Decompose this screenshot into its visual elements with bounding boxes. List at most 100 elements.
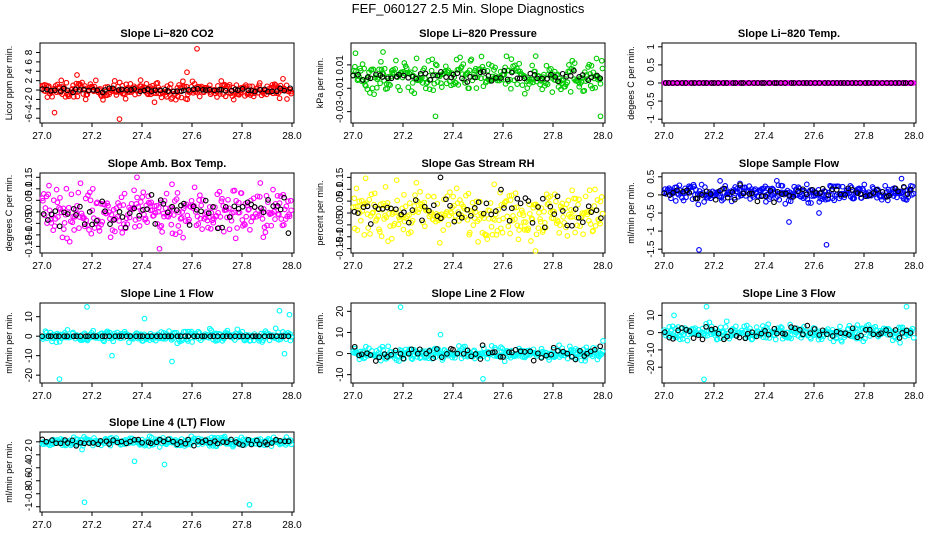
data-point [564, 233, 571, 239]
data-point [217, 214, 224, 220]
data-point [825, 192, 832, 198]
data-point [152, 210, 159, 216]
data-point [508, 205, 515, 212]
y-tick-label: 0.1 [24, 181, 35, 195]
data-point [131, 205, 138, 212]
panel-title: Slope Line 2 Flow [432, 288, 525, 300]
data-point [816, 210, 822, 216]
data-point [110, 338, 117, 345]
data-point [538, 355, 545, 361]
data-point [521, 75, 528, 82]
data-point [535, 204, 541, 210]
data-point [429, 56, 436, 63]
data-point [413, 179, 420, 186]
data-point [497, 353, 504, 360]
data-point [362, 82, 368, 88]
x-tick-label: 27.6 [182, 520, 202, 531]
data-point [754, 198, 761, 205]
plot-frame [350, 302, 606, 384]
data-point [112, 333, 119, 340]
data-point [460, 61, 467, 67]
data-point [137, 333, 143, 340]
data-point [280, 75, 286, 82]
data-point [464, 217, 471, 223]
data-point [111, 216, 117, 223]
data-point [131, 458, 138, 465]
data-point [575, 201, 581, 208]
data-point [473, 85, 480, 91]
data-point [405, 350, 412, 357]
data-point [518, 207, 525, 214]
data-point [539, 195, 546, 202]
data-point [79, 79, 85, 86]
data-point [478, 53, 485, 60]
data-point [501, 71, 508, 78]
data-point [554, 193, 561, 200]
data-point [517, 223, 524, 230]
y-tick-label: 0 [646, 329, 657, 335]
data-point [732, 80, 739, 86]
x-tick-label: 27.8 [854, 131, 874, 142]
data-point [206, 82, 213, 89]
data-point [64, 211, 71, 217]
data-point [598, 215, 604, 221]
y-tick-label: 0.15 [24, 167, 35, 187]
data-point [767, 188, 774, 194]
data-point [517, 200, 524, 207]
data-point [851, 195, 858, 202]
data-point [396, 358, 402, 364]
data-point [576, 196, 582, 203]
data-point [387, 82, 393, 88]
y-tick-label: 10 [24, 311, 35, 323]
data-point [724, 333, 730, 340]
data-point [520, 347, 527, 354]
data-point [265, 197, 271, 203]
data-point [408, 229, 414, 235]
y-tick-label: -1.5 [646, 240, 657, 258]
x-tick-label: 27.4 [132, 131, 152, 142]
data-point [457, 54, 463, 61]
data-point [599, 348, 606, 355]
data-point [870, 190, 877, 196]
y-tick-label: -2 [24, 95, 35, 104]
data-point [205, 210, 212, 217]
data-point [409, 80, 416, 86]
data-point [599, 65, 606, 72]
data-point [61, 220, 68, 226]
data-point [104, 200, 110, 207]
data-point [59, 234, 66, 241]
data-point [256, 80, 263, 86]
data-point [136, 223, 143, 229]
data-point [51, 223, 58, 229]
data-point [830, 338, 837, 345]
data-point [131, 83, 137, 90]
data-point [743, 322, 750, 329]
panel-title: Slope Li−820 CO2 [120, 28, 213, 40]
panel-title: Slope Line 1 Flow [121, 288, 214, 300]
data-point [699, 336, 706, 343]
data-point [903, 327, 910, 334]
data-point [433, 62, 440, 69]
data-point [437, 174, 444, 181]
data-point [406, 200, 413, 206]
data-point [565, 197, 572, 204]
data-point [434, 72, 441, 79]
data-point [387, 223, 393, 229]
data-point [729, 189, 736, 195]
x-tick-label: 27.4 [132, 261, 152, 272]
y-tick-label: 2 [24, 77, 35, 83]
data-point [463, 70, 470, 77]
data-point [52, 208, 59, 214]
data-point [546, 200, 552, 207]
data-point [364, 203, 371, 210]
panel-title: Slope Line 3 Flow [743, 288, 836, 300]
data-point [116, 218, 122, 224]
data-point [575, 214, 582, 221]
data-point [281, 194, 287, 201]
data-point [246, 206, 252, 212]
data-point [169, 203, 175, 210]
data-point [377, 80, 383, 87]
data-point [448, 210, 455, 216]
data-point [60, 205, 67, 212]
